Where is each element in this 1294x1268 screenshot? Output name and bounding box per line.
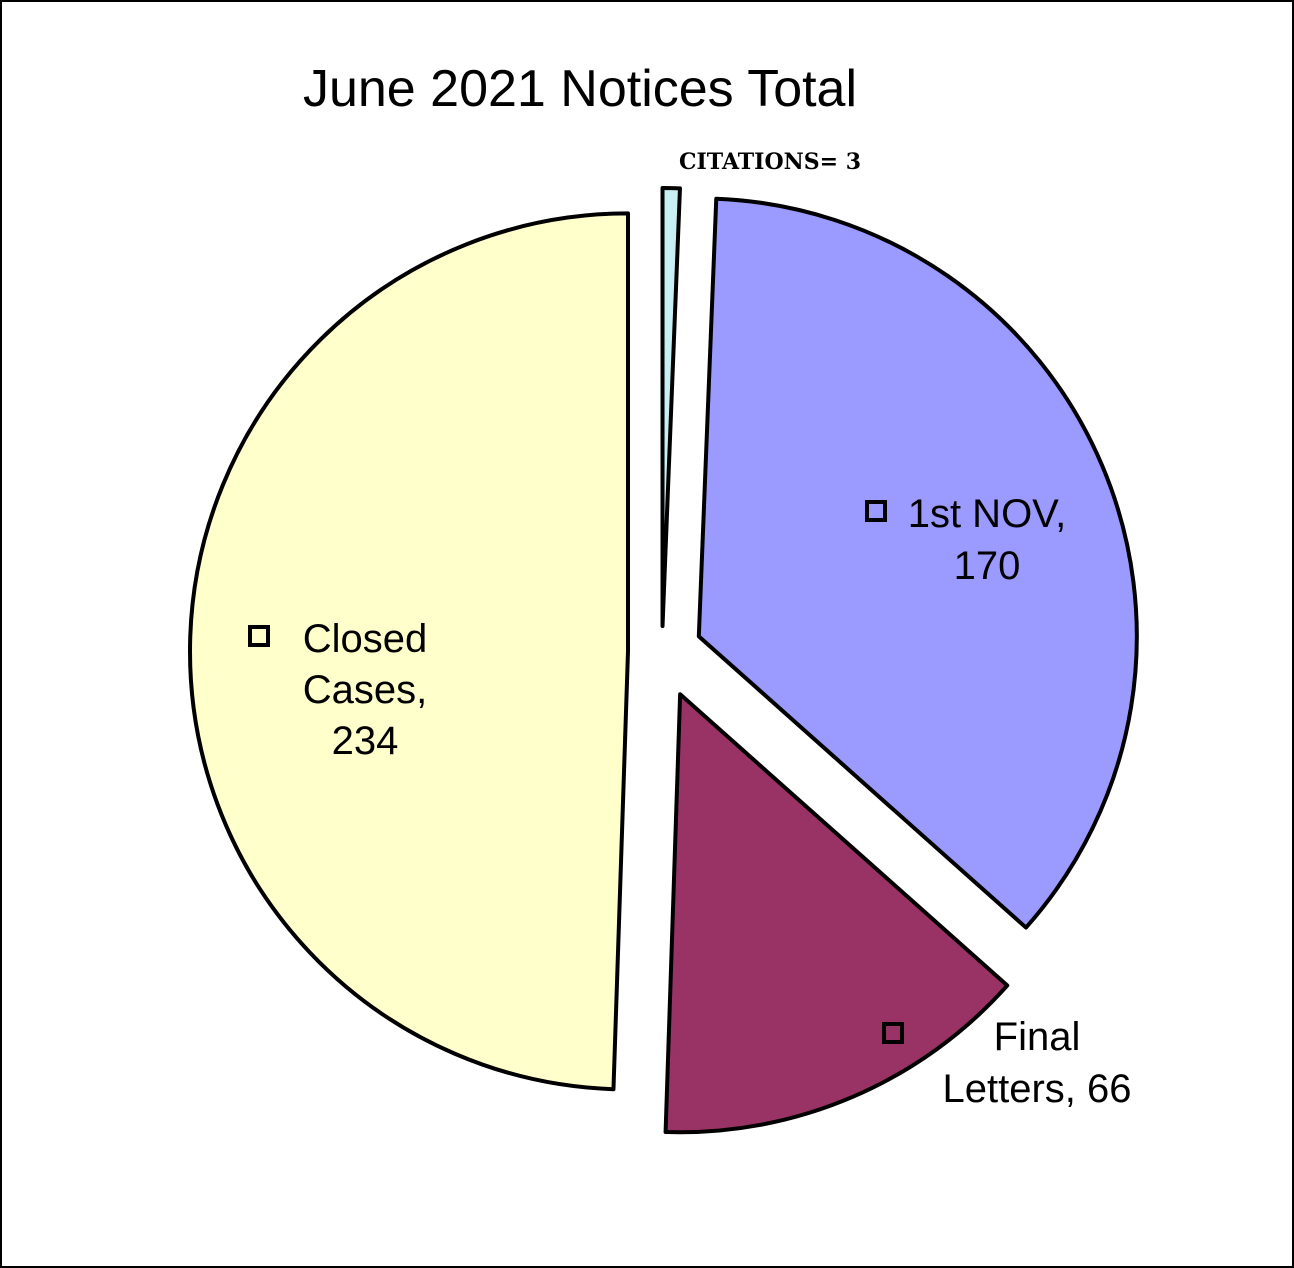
- pie-slice-closed-cases: [188, 211, 631, 1092]
- pie-slice-citations: [660, 186, 682, 629]
- citations-annotation: CITATIONS= 3: [679, 149, 861, 175]
- slice-label-1st-nov: 1st NOV, 170: [908, 492, 1067, 588]
- chart-title: June 2021 Notices Total: [303, 60, 857, 118]
- pie-slice-final-letters: [663, 692, 1010, 1135]
- label-marker-1st-nov: [865, 500, 887, 522]
- label-marker-closed-cases: [248, 625, 270, 647]
- slice-label-closed-cases: Closed Cases, 234: [303, 617, 428, 763]
- pie-slices: [188, 186, 1139, 1135]
- slice-label-final-letters: Final Letters, 66: [942, 1015, 1131, 1111]
- label-marker-final-letters: [882, 1022, 904, 1044]
- pie-slice-1st-nov: [696, 196, 1139, 930]
- slice-labels: 1st NOV, 170 Final Letters, 66 Closed Cases, 2…: [248, 492, 1132, 1111]
